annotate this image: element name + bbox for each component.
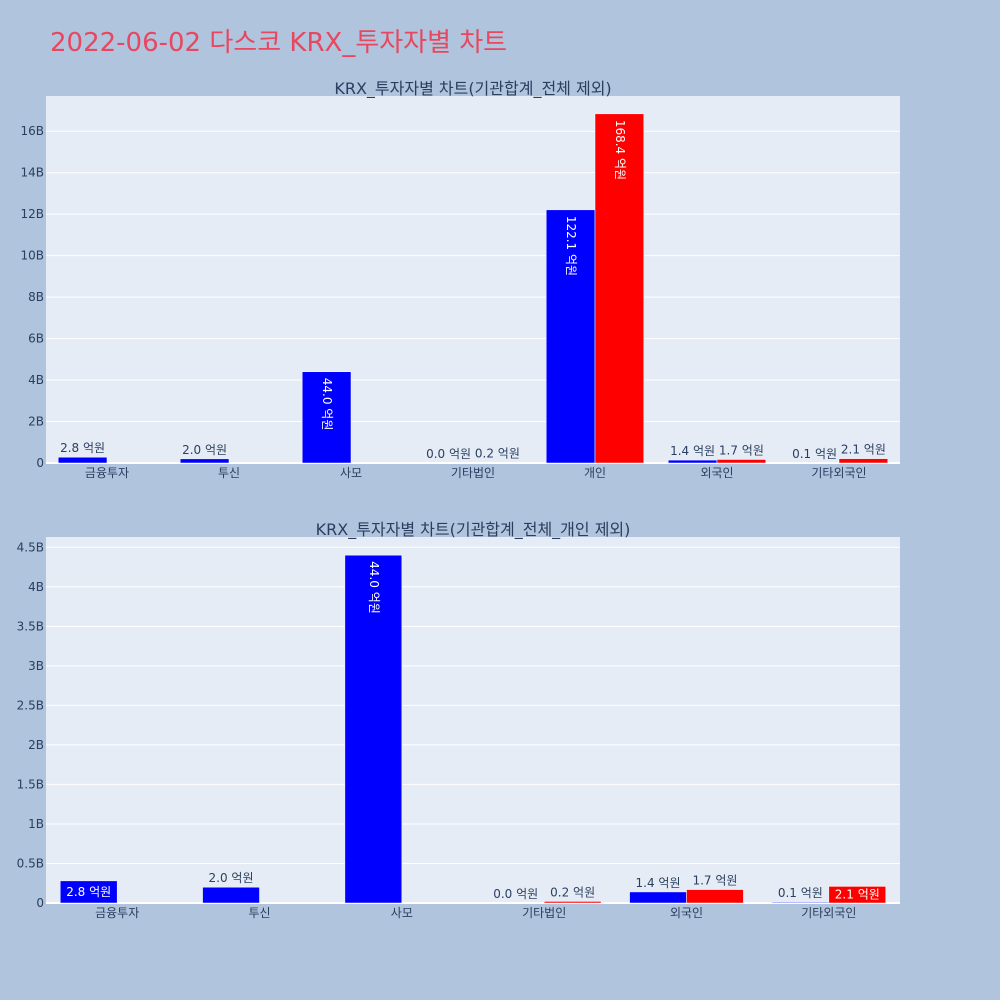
x-tick-label: 기타법인 (522, 906, 566, 920)
x-tick-label: 개인 (584, 466, 606, 480)
x-tick-label: 기타법인 (451, 466, 495, 480)
chart-panel-1: 0 2B 4B 6B 8B 10B 12B 14B 16B KRX_투자자별 차트(기관합계_전체… (20, 79, 900, 480)
y-tick-label: 0 (36, 456, 44, 470)
y-tick-label: 4B (28, 580, 44, 594)
y-tick-label: 16B (20, 124, 44, 138)
bar (686, 889, 744, 904)
y-tick-label: 3.5B (17, 619, 44, 633)
bar-value-label: 2.0 억원 (209, 871, 254, 885)
bar (594, 113, 645, 464)
y-tick-label: 8B (28, 290, 44, 304)
bar-value-label: 2.1 억원 (835, 888, 880, 902)
x-tick-label: 투신 (218, 466, 240, 480)
y-tick-label: 2B (28, 738, 44, 752)
bar-value-label: 44.0 억원 (367, 561, 381, 614)
bar (716, 459, 767, 464)
y-tick-label: 2.5B (17, 698, 44, 712)
bar (59, 880, 118, 904)
y-tick-label: 10B (20, 249, 44, 263)
bar-value-label: 1.4 억원 (636, 876, 681, 890)
y-tick-label: 1B (28, 817, 44, 831)
bar (828, 886, 887, 904)
bar (838, 458, 889, 464)
bar-value-label: 1.7 억원 (719, 443, 764, 457)
x-tick-label: 기타외국인 (801, 906, 856, 920)
bar (344, 554, 403, 904)
x-tick-label: 투신 (248, 906, 270, 920)
bar-value-label: 1.4 억원 (670, 444, 715, 458)
bar (57, 456, 108, 464)
bar-value-label: 2.0 억원 (182, 443, 227, 457)
bar (543, 901, 602, 904)
x-tick-label: 외국인 (670, 906, 703, 920)
bar-value-label: 168.4 억원 (613, 120, 627, 180)
y-tick-label: 6B (28, 332, 44, 346)
x-tick-label: 외국인 (700, 466, 733, 480)
bar (629, 891, 687, 904)
x-tick-label: 사모 (391, 906, 413, 920)
y-tick-label: 4.5B (17, 540, 44, 554)
bar-value-label: 0.1 억원 (778, 886, 823, 900)
bar-value-label: 0.2 억원 (475, 447, 520, 461)
bar (202, 886, 260, 904)
y-tick-label: 12B (20, 207, 44, 221)
y-tick-label: 3B (28, 659, 44, 673)
plot-area (46, 96, 900, 463)
chart-title: KRX_투자자별 차트(기관합계_전체_개인 제외) (316, 520, 631, 540)
chart-title: KRX_투자자별 차트(기관합계_전체 제외) (334, 79, 611, 99)
bar-value-label: 2.8 억원 (66, 885, 111, 899)
x-tick-label: 금융투자 (85, 466, 129, 480)
bar-value-label: 0.0 억원 (493, 887, 538, 901)
chart-panel-2: 0 0.5B 1B 1.5B 2B 2.5B 3B 3.5B 4B 4.5B KRX_투자자별 차트… (17, 520, 900, 920)
bar (545, 209, 596, 464)
bar (301, 371, 352, 464)
bar-value-label: 0.2 억원 (550, 885, 595, 899)
plot-area (46, 537, 900, 903)
bar (179, 458, 230, 464)
y-tick-label: 0.5B (17, 856, 44, 870)
bar (667, 459, 718, 464)
bar-value-label: 2.1 억원 (841, 443, 886, 457)
bar-value-label: 2.8 억원 (60, 441, 105, 455)
page-title: 2022-06-02 다스코 KRX_투자자별 차트 (50, 28, 508, 58)
y-tick-label: 0 (36, 896, 44, 910)
bar-value-label: 0.0 억원 (426, 447, 471, 461)
bar-value-label: 0.1 억원 (792, 447, 837, 461)
bar (771, 901, 830, 904)
x-tick-label: 기타외국인 (811, 466, 866, 480)
x-tick-label: 금융투자 (95, 906, 139, 920)
y-tick-label: 4B (28, 373, 44, 387)
bar-value-label: 1.7 억원 (692, 874, 737, 888)
x-tick-label: 사모 (340, 466, 362, 480)
y-tick-label: 1.5B (17, 777, 44, 791)
y-tick-label: 14B (20, 166, 44, 180)
bar-value-label: 122.1 억원 (564, 216, 578, 276)
y-tick-label: 2B (28, 415, 44, 429)
bar-value-label: 44.0 억원 (320, 378, 334, 431)
